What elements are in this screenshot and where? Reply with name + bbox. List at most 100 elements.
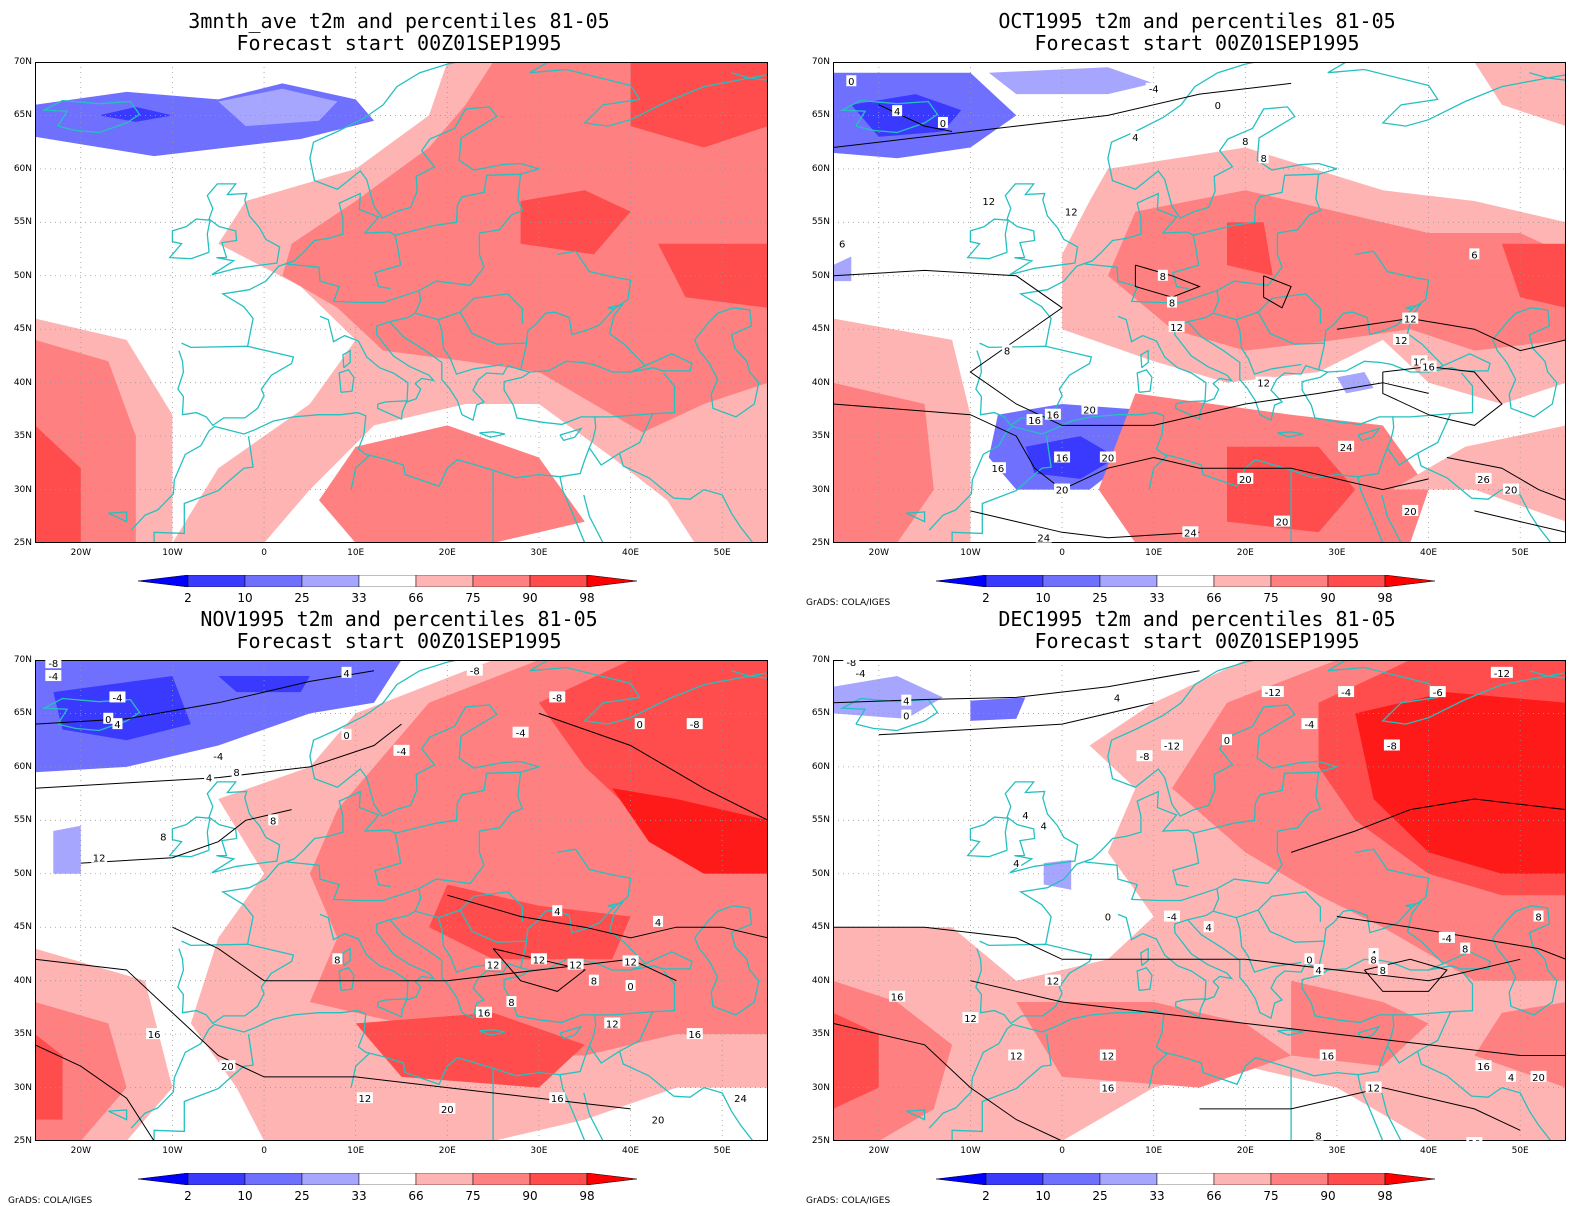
contour-label: 24 xyxy=(734,1094,747,1105)
contour-label: -4 xyxy=(213,752,223,763)
contour-label: 12 xyxy=(93,854,106,865)
contour-label-bg xyxy=(625,980,636,992)
coastline xyxy=(906,1109,926,1121)
coastline xyxy=(479,431,506,438)
contour-label: -8 xyxy=(690,720,700,731)
contour-label: 20 xyxy=(1083,405,1096,416)
contour-label-bg xyxy=(843,660,860,668)
latitude-label: 55N xyxy=(13,217,32,228)
contour-label: 8 xyxy=(1160,272,1166,283)
contour-label: 16 xyxy=(1321,1051,1334,1062)
contour-label: 16 xyxy=(1422,363,1435,374)
coastline xyxy=(975,940,1093,1025)
contour-label: 12 xyxy=(569,961,582,972)
contour-label-bg xyxy=(1313,1129,1324,1141)
contour-label-bg xyxy=(1112,691,1123,703)
longitude-label: 30E xyxy=(530,548,548,558)
coastline xyxy=(1355,250,1430,310)
coastline xyxy=(1492,307,1558,418)
contour-label-bg xyxy=(512,726,529,738)
contour-label-bg xyxy=(567,958,584,970)
longitude-label: 40E xyxy=(621,548,640,558)
temperature-contour xyxy=(1336,916,1566,960)
contour-label-bg xyxy=(1338,686,1355,698)
colorbar-tick-label: 66 xyxy=(408,1189,424,1203)
colorbar-tick-label: 25 xyxy=(294,591,310,605)
contour-label-bg xyxy=(852,666,869,678)
contour-label-bg xyxy=(1506,1070,1517,1082)
percentile-shading xyxy=(319,425,585,543)
coastline xyxy=(1136,369,1153,393)
coastline xyxy=(1357,1025,1381,1040)
temperature-contour xyxy=(447,894,768,939)
contour-label: 12 xyxy=(1170,323,1183,334)
colorbar-tick-label: 66 xyxy=(408,591,424,605)
contour-label: 4 xyxy=(1114,693,1120,704)
temperature-contour xyxy=(833,670,1200,704)
coastline xyxy=(220,766,540,945)
contour-label-bg xyxy=(634,718,645,730)
coastline xyxy=(389,910,416,921)
longitude-label: 50E xyxy=(713,1146,731,1156)
contour-label-bg xyxy=(549,691,566,703)
coastline xyxy=(839,99,939,134)
panel-subtitle: Forecast start 00Z01SEP1995 xyxy=(1034,629,1360,653)
colorbar-tick-label: 98 xyxy=(1377,1189,1393,1203)
coastline xyxy=(1175,400,1207,420)
coastline xyxy=(981,436,1052,516)
coastline xyxy=(183,436,254,516)
coastline xyxy=(338,369,355,393)
coastline xyxy=(1257,311,1325,345)
panel-nov1995: NOV1995 t2m and percentiles 81-05 Forecas… xyxy=(0,598,798,1206)
contour-label: 0 xyxy=(1105,913,1111,924)
contour-label-bg xyxy=(1475,1060,1492,1072)
coastline xyxy=(437,917,504,973)
coastline xyxy=(350,454,370,490)
coastline xyxy=(153,1113,185,1141)
contour-label-bg xyxy=(1038,819,1049,831)
percentile-shading xyxy=(1107,190,1566,351)
contour-label-bg xyxy=(1164,910,1181,922)
coastline xyxy=(1140,947,1149,967)
colorbar-tick-label: 25 xyxy=(1092,591,1108,605)
coastline xyxy=(1235,917,1302,973)
latitude-label: 65N xyxy=(811,708,830,719)
colorbar-tick-label: 75 xyxy=(465,591,481,605)
grads-credit: GrADS: COLA/IGES xyxy=(8,1196,93,1206)
contour-label: 4 xyxy=(1132,133,1138,144)
contour-label-bg xyxy=(1099,1049,1116,1061)
contour-label: 4 xyxy=(655,918,661,929)
coastline xyxy=(630,353,693,373)
longitude-label: 10W xyxy=(960,1146,981,1156)
contour-label: 12 xyxy=(624,957,637,968)
temperature-contour xyxy=(35,723,402,789)
longitude-label: 30E xyxy=(1328,548,1346,558)
coastline xyxy=(1381,1092,1402,1141)
contour-label: 12 xyxy=(1395,336,1408,347)
contour-label: -12 xyxy=(1494,669,1510,680)
coastline xyxy=(366,106,540,219)
coastline xyxy=(1428,353,1491,373)
percentile-shading xyxy=(1355,692,1566,874)
contour-label: 20 xyxy=(441,1105,454,1116)
contour-label: 12 xyxy=(982,197,995,208)
longitude-label: 10W xyxy=(162,548,183,558)
longitude-label: 20E xyxy=(438,1146,456,1156)
contour-label: 16 xyxy=(148,1030,161,1041)
percentile-colorbar xyxy=(936,1173,1436,1185)
percentile-colorbar xyxy=(138,575,638,587)
coastline xyxy=(1317,303,1445,373)
contour-label: 16 xyxy=(478,1009,491,1020)
contour-label-bg xyxy=(1081,403,1098,415)
contour-label-bg xyxy=(1167,296,1178,308)
contour-label-bg xyxy=(980,194,997,206)
contour-label: 8 xyxy=(233,768,239,779)
coastline xyxy=(1164,106,1338,219)
coastline xyxy=(1084,233,1283,304)
panel-title: DEC1995 t2m and percentiles 81-05 xyxy=(998,607,1396,631)
contour-label: 16 xyxy=(1047,411,1060,422)
contour-label-bg xyxy=(1304,953,1315,965)
contour-label-bg xyxy=(341,666,352,678)
colorbar-tick-label: 25 xyxy=(1092,1189,1108,1203)
